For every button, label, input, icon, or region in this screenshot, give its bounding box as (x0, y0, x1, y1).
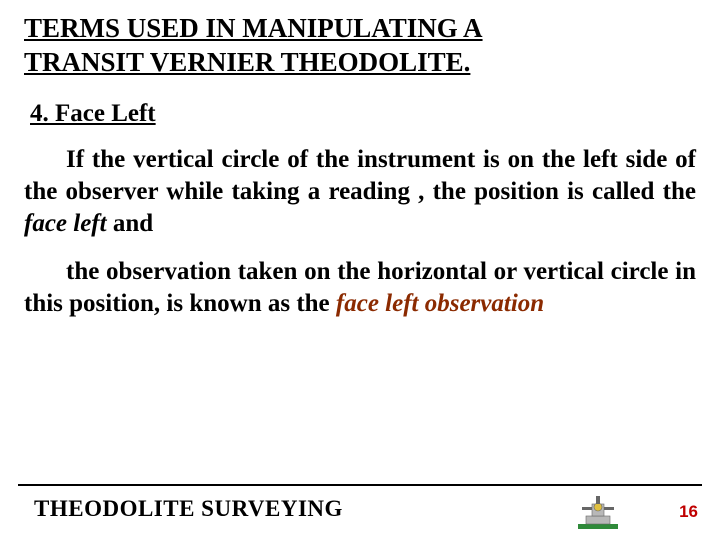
para1-text-b: and (107, 210, 154, 237)
title-line-1: TERMS USED IN MANIPULATING A (24, 13, 483, 43)
subheading: 4. Face Left (30, 100, 696, 128)
footer-rule (18, 484, 702, 486)
title-line-2: TRANSIT VERNIER THEODOLITE. (24, 47, 470, 77)
theodolite-icon (572, 490, 624, 532)
slide-title: TERMS USED IN MANIPULATING A TRANSIT VER… (24, 12, 696, 80)
page-number: 16 (679, 502, 698, 522)
para2-term: face left observation (336, 290, 544, 317)
para1-text-a: If the vertical circle of the instrument… (24, 146, 696, 205)
paragraph-2: the observation taken on the horizontal … (24, 256, 696, 320)
para1-term: face left (24, 210, 107, 237)
footer: THEODOLITE SURVEYING 16 (0, 484, 720, 540)
slide: TERMS USED IN MANIPULATING A TRANSIT VER… (0, 0, 720, 540)
paragraph-1: If the vertical circle of the instrument… (24, 144, 696, 240)
footer-title: THEODOLITE SURVEYING (34, 496, 343, 522)
